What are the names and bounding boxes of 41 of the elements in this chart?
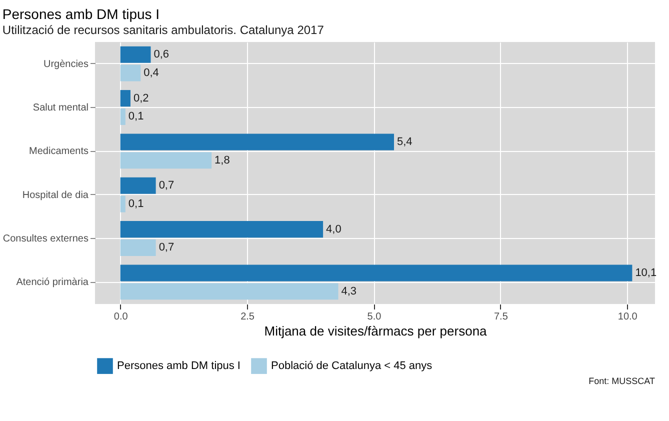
data-label: 0,7 (158, 242, 174, 254)
bar (120, 134, 394, 150)
x-axis-title: Mitjana de visites/fàrmacs per persona (264, 324, 488, 338)
y-tick-label: Salut mental (32, 102, 88, 114)
bar (120, 283, 338, 300)
chart-title: Persones amb DM tipus I (2, 6, 160, 22)
legend-label: Persones amb DM tipus I (117, 360, 240, 372)
text: Font: MUSSCAT (588, 376, 656, 386)
bar (120, 177, 156, 194)
data-label: 0,1 (128, 198, 144, 210)
bar (120, 264, 632, 282)
bar (120, 64, 141, 82)
x-tick-label: 2.5 (240, 312, 255, 322)
x-tick-label: 5.0 (367, 312, 382, 322)
y-tick-label: Atenció primària (16, 277, 89, 288)
x-tick-label: 7.5 (494, 312, 508, 322)
y-tick-label: Hospital de dia (22, 190, 89, 201)
bar (120, 221, 324, 238)
bar (120, 152, 212, 169)
x-tick-label: 10.0 (618, 312, 638, 322)
bar (120, 90, 130, 107)
bar (120, 46, 151, 63)
chart-subtitle: Utilització de recursos sanitaris ambulatoris. Catalunya 2017 (2, 23, 324, 37)
data-label: 1,8 (214, 154, 230, 166)
data-label: 0,1 (128, 110, 144, 123)
x-tick-label: 0.0 (114, 312, 128, 322)
y-tick-label: Medicaments (29, 146, 88, 158)
bar (120, 239, 156, 256)
data-label: 0,7 (158, 180, 174, 192)
bar (120, 196, 126, 212)
data-label: 4,3 (341, 285, 357, 298)
data-label: 4,0 (326, 223, 342, 236)
data-label: 0,6 (154, 48, 170, 61)
y-tick-label: Consultes externes (2, 234, 88, 244)
data-label: 5,4 (397, 136, 412, 148)
data-label: 0,2 (133, 92, 149, 104)
y-tick-label: Urgències (43, 58, 88, 70)
data-label: 10,1 (635, 266, 657, 279)
data-label: 0,4 (144, 67, 159, 80)
legend-label: Població de Catalunya < 45 anys (271, 360, 433, 372)
bar (120, 108, 126, 125)
